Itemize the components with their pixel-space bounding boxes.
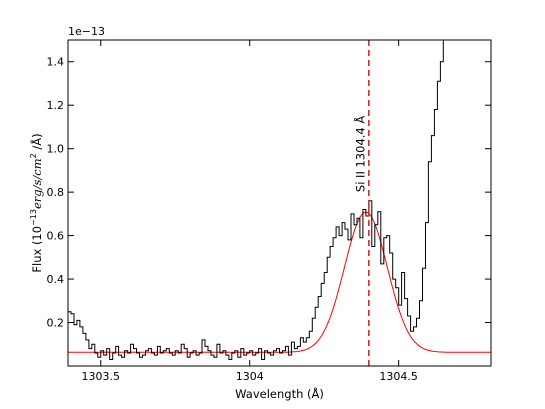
y-tick-label: 1.4 [47,56,65,69]
si-ii-annotation: Si II 1304.4 Å [352,116,367,192]
x-tick-label: 1304.5 [379,370,418,383]
x-tick-label: 1303.5 [82,370,121,383]
y-tick-label: 1.2 [47,99,65,112]
plot-background [68,40,491,366]
y-tick-label: 0.8 [47,186,65,199]
y-tick-label: 1.0 [47,143,65,156]
y-axis-label: Flux (10−13erg/s/cm2 /Å) [29,133,44,272]
x-axis-label: Wavelength (Å) [235,386,324,401]
flux-spectrum-line [68,40,444,360]
y-tick-label: 0.2 [47,317,65,330]
plot-frame [67,39,492,367]
x-tick-label: 1304 [236,370,264,383]
y-offset-label: 1e−13 [68,25,105,38]
y-tick-label: 0.6 [47,230,65,243]
y-tick-label: 0.4 [47,273,65,286]
